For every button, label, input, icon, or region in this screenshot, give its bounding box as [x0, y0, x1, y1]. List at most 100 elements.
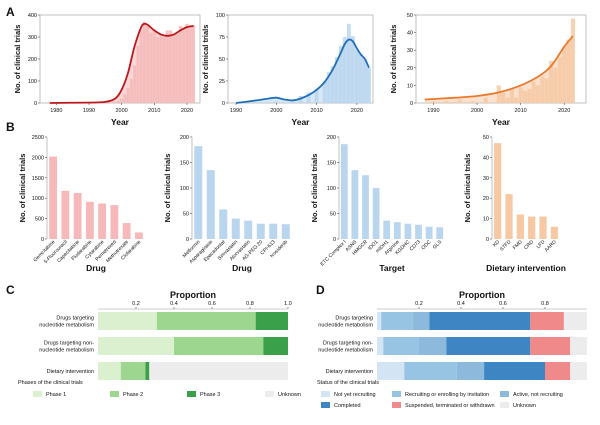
category-label: AARD [544, 239, 558, 253]
x-tick-label: 0.2 [415, 301, 423, 307]
x-axis-title: Year [292, 117, 311, 127]
y-tick-label: 20 [407, 66, 413, 72]
bar [110, 205, 119, 239]
bar [98, 203, 107, 239]
y-tick-label: 40 [483, 155, 489, 161]
stacked-segment [383, 337, 419, 355]
legend-swatch [110, 391, 119, 397]
y-tick-label: 2000 [32, 155, 44, 161]
chart-b2-blue-bars: 050100150200MetforminAsparaginaseEpacado… [163, 135, 290, 273]
y-axis-title: No. of clinical trials [310, 154, 319, 223]
y-tick-label: 200 [327, 135, 336, 141]
stacked-segment [570, 337, 587, 355]
legend-label: Recruiting or enrolling by invitation [405, 392, 489, 398]
legend-label: Active, not recruiting [513, 392, 563, 398]
trend-line [49, 22, 194, 104]
y-tick-label: 50 [183, 212, 189, 218]
stacked-segment [404, 362, 457, 380]
bar [49, 156, 58, 239]
chart-a1-red-area: 1980 1990 2000 2010 2020 0 100 200 300 400 Year No.… [13, 13, 201, 127]
y-tick-label: 50 [407, 13, 413, 19]
y-axis-title: No. of clinical trials [201, 25, 210, 94]
category-label: nucleotide metabolism [318, 348, 373, 354]
bar [206, 170, 215, 239]
bar [425, 226, 433, 239]
y-tick-label: 50 [483, 135, 489, 141]
stacked-segment [98, 337, 174, 355]
stacked-segment [570, 362, 587, 380]
x-axis-title: Dietary intervention [486, 263, 566, 273]
y-tick-label: 0 [41, 237, 44, 243]
category-label: nucleotide metabolism [318, 323, 373, 329]
y-tick-label: 10 [407, 83, 413, 89]
legend-swatch [321, 391, 330, 397]
bar [61, 190, 70, 239]
category-label: Drugs targeting [56, 316, 94, 322]
legend-label: Phase 3 [200, 392, 220, 398]
chart-b1-red-bars: 05001000150020002500Gemcitabine5-Fluorou… [18, 135, 143, 273]
bar [340, 144, 348, 239]
legend-swatch [33, 391, 42, 397]
x-tick-label: 0.8 [246, 301, 254, 307]
stacked-segment [563, 312, 587, 330]
area-fill [424, 36, 573, 103]
panel-label-c: C [6, 283, 15, 297]
stacked-segment [377, 362, 405, 380]
x-tick-label: 2020 [558, 108, 570, 114]
category-label: Drugs targeting non- [44, 341, 94, 347]
bar [436, 227, 444, 239]
category-label: nucleotide metabolism [39, 348, 94, 354]
category-label: LFD [535, 239, 546, 250]
x-axis-title: Proportion [459, 290, 505, 300]
bar [73, 192, 82, 239]
chart-a2-blue-area: 1990 2000 2010 2020 0 25 50 75 100 Year No. of cli… [201, 13, 374, 127]
bar [404, 223, 412, 239]
chart-a3-orange-area: 1990 2000 2010 2020 0 10 20 30 40 50 Year No. of cl… [389, 13, 587, 127]
legend-swatch [392, 391, 401, 397]
x-tick-label: 0.6 [208, 301, 216, 307]
y-tick-label: 100 [327, 186, 336, 192]
legend-swatch [392, 402, 401, 408]
x-tick-label: 0.4 [170, 301, 178, 307]
bar [539, 216, 547, 239]
y-tick-label: 40 [407, 31, 413, 37]
y-tick-label: 150 [327, 161, 336, 167]
x-tick-label: 1.0 [284, 301, 292, 307]
bar [219, 209, 228, 239]
y-tick-label: 50 [219, 57, 225, 63]
bar [281, 224, 290, 239]
legend-swatch [321, 402, 330, 408]
x-tick-label: 1990 [427, 108, 439, 114]
bar [134, 232, 143, 239]
category-label: CRD [523, 239, 535, 251]
y-axis-title: No. of clinical trials [389, 25, 398, 94]
y-tick-label: 200 [28, 57, 37, 63]
category-label: ETC Complex I [319, 239, 347, 267]
y-tick-label: 300 [28, 35, 37, 41]
stacked-segment [98, 362, 121, 380]
stacked-segment [412, 312, 430, 330]
stacked-segment [263, 337, 288, 355]
category-label: STFD [499, 239, 513, 253]
category-label: Dietary intervention [326, 369, 373, 375]
panel-label-b: B [6, 120, 15, 134]
y-tick-label: 500 [35, 217, 44, 223]
stacked-segment [149, 362, 288, 380]
legend-label: Unknown [278, 392, 301, 398]
trend-bar [570, 18, 575, 103]
x-tick-label: 2010 [514, 108, 526, 114]
category-label: FMD [512, 239, 524, 251]
bar [194, 146, 203, 239]
x-tick-label: 0.6 [499, 301, 507, 307]
bar [85, 201, 94, 239]
y-tick-label: 100 [216, 13, 225, 19]
y-axis-title: No. of clinical trials [463, 154, 472, 223]
legend-label: Unknown [513, 403, 536, 409]
bar [351, 170, 359, 239]
y-tick-label: 2500 [32, 135, 44, 141]
stacked-segment [98, 312, 157, 330]
stacked-segment [377, 337, 384, 355]
legend-label: Phase 1 [46, 392, 66, 398]
